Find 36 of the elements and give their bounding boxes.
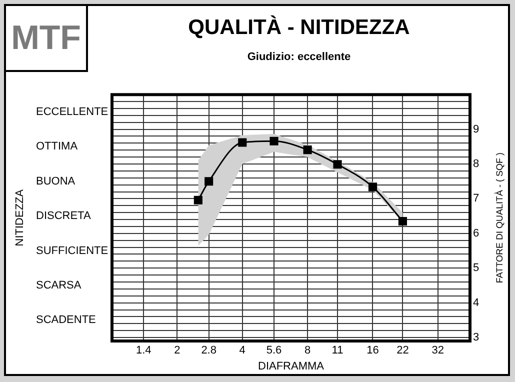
y-tick-label: 7: [473, 192, 480, 205]
point: [270, 136, 278, 146]
y-axis-title: FATTORE DI QUALITÀ - ( SQF ): [494, 152, 504, 284]
x-tick-label: 32: [432, 344, 444, 357]
point: [398, 216, 407, 226]
x-tick-label: 1.4: [136, 344, 152, 357]
point: [303, 145, 312, 154]
chart-subtitle: Giudizio: eccellente: [246, 51, 352, 63]
point: [333, 160, 342, 169]
y-tick-label: 5: [473, 262, 480, 274]
y-tick-label: 3: [473, 332, 480, 344]
point: [204, 177, 214, 186]
text: SCARSA: [36, 280, 82, 292]
x-tick-label: 2.8: [201, 344, 216, 357]
text: OTTIMA: [36, 140, 78, 153]
x-tick-label: 8: [304, 344, 311, 357]
chart-title: QUALITÀ - NITIDEZZA: [187, 16, 411, 40]
text: MTF: [4, 4, 88, 72]
text: SCADENTE: [36, 314, 96, 326]
x-axis-title: DIAFRAMMA: [258, 360, 325, 372]
y-tick-label: 6: [473, 227, 480, 240]
x-tick-label: 5.6: [266, 344, 282, 357]
text: ECCELLENTE: [36, 106, 108, 118]
x-tick-label: 16: [366, 344, 379, 357]
text: BUONA: [36, 175, 76, 188]
text: NITIDEZZA: [14, 188, 26, 246]
y-tick-label: 4: [473, 296, 480, 309]
x-tick-label: 22: [396, 344, 409, 357]
text: SUFFICIENTE: [36, 244, 108, 257]
text: DISCRETA: [36, 210, 92, 222]
x-tick-label: 2: [174, 344, 180, 357]
x-tick-label: 4: [239, 344, 246, 357]
point: [238, 138, 247, 147]
x-tick-label: 11: [332, 344, 344, 357]
y-tick-label: 9: [473, 123, 480, 136]
y-tick-label: 8: [473, 158, 480, 170]
